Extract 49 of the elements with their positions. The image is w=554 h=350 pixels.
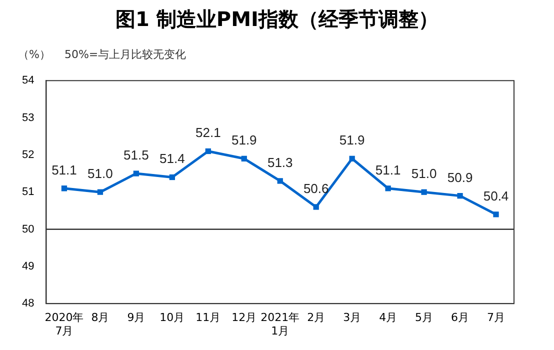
data-label: 51.4 xyxy=(160,151,185,166)
data-label: 51.3 xyxy=(267,154,293,170)
point xyxy=(457,192,463,199)
data-label: 51.9 xyxy=(231,132,257,148)
chart-title: 图1 制造业PMI指数（经季节调整） xyxy=(114,6,440,33)
data-label: 51.1 xyxy=(52,162,77,178)
x-tick-label: 2月 xyxy=(307,311,326,324)
point xyxy=(61,186,68,192)
data-label: 50.9 xyxy=(447,170,473,185)
y-tick-label: 52 xyxy=(22,148,34,161)
x-tick-label: 3月 xyxy=(343,311,362,324)
point xyxy=(493,212,499,218)
x-tick-label: 8月 xyxy=(91,311,110,324)
y-tick-label: 51 xyxy=(22,186,34,198)
text: 50%=与上月比较无变化 xyxy=(64,48,186,61)
x-tick-label: 12月 xyxy=(232,311,257,324)
data-label: 50.4 xyxy=(483,188,509,204)
y-tick-label: 49 xyxy=(22,260,34,272)
y-axis-title: （%） xyxy=(18,48,50,61)
data-label: 51.1 xyxy=(375,162,401,178)
x-tick-label: 2021年 1月 xyxy=(260,311,300,338)
x-tick-label: 11月 xyxy=(196,311,221,324)
point xyxy=(421,189,427,195)
data-label: 51.5 xyxy=(124,148,149,163)
point xyxy=(205,148,211,154)
point xyxy=(241,156,247,162)
point xyxy=(133,170,140,176)
point xyxy=(97,189,104,195)
point xyxy=(169,174,175,180)
point xyxy=(313,204,319,210)
data-label: 50.6 xyxy=(303,180,329,196)
x-tick-label: 5月 xyxy=(415,311,434,324)
x-tick-label: 4月 xyxy=(379,311,398,324)
x-tick-label: 10月 xyxy=(160,311,185,324)
data-label: 51.9 xyxy=(339,132,365,148)
y-tick-label: 53 xyxy=(22,112,34,124)
y-tick-label: 48 xyxy=(22,298,34,310)
y-tick-label: 50 xyxy=(22,223,34,236)
data-label: 52.1 xyxy=(196,125,221,140)
point xyxy=(277,178,283,184)
point xyxy=(385,186,391,192)
point xyxy=(349,156,355,162)
x-tick-label: 9月 xyxy=(127,311,146,324)
y-tick-label: 54 xyxy=(22,74,34,87)
x-tick-label: 2020年 7月 xyxy=(44,311,84,338)
x-tick-label: 7月 xyxy=(487,311,506,324)
data-label: 51.0 xyxy=(88,166,113,182)
data-label: 51.0 xyxy=(411,166,437,182)
x-tick-label: 6月 xyxy=(451,311,470,324)
